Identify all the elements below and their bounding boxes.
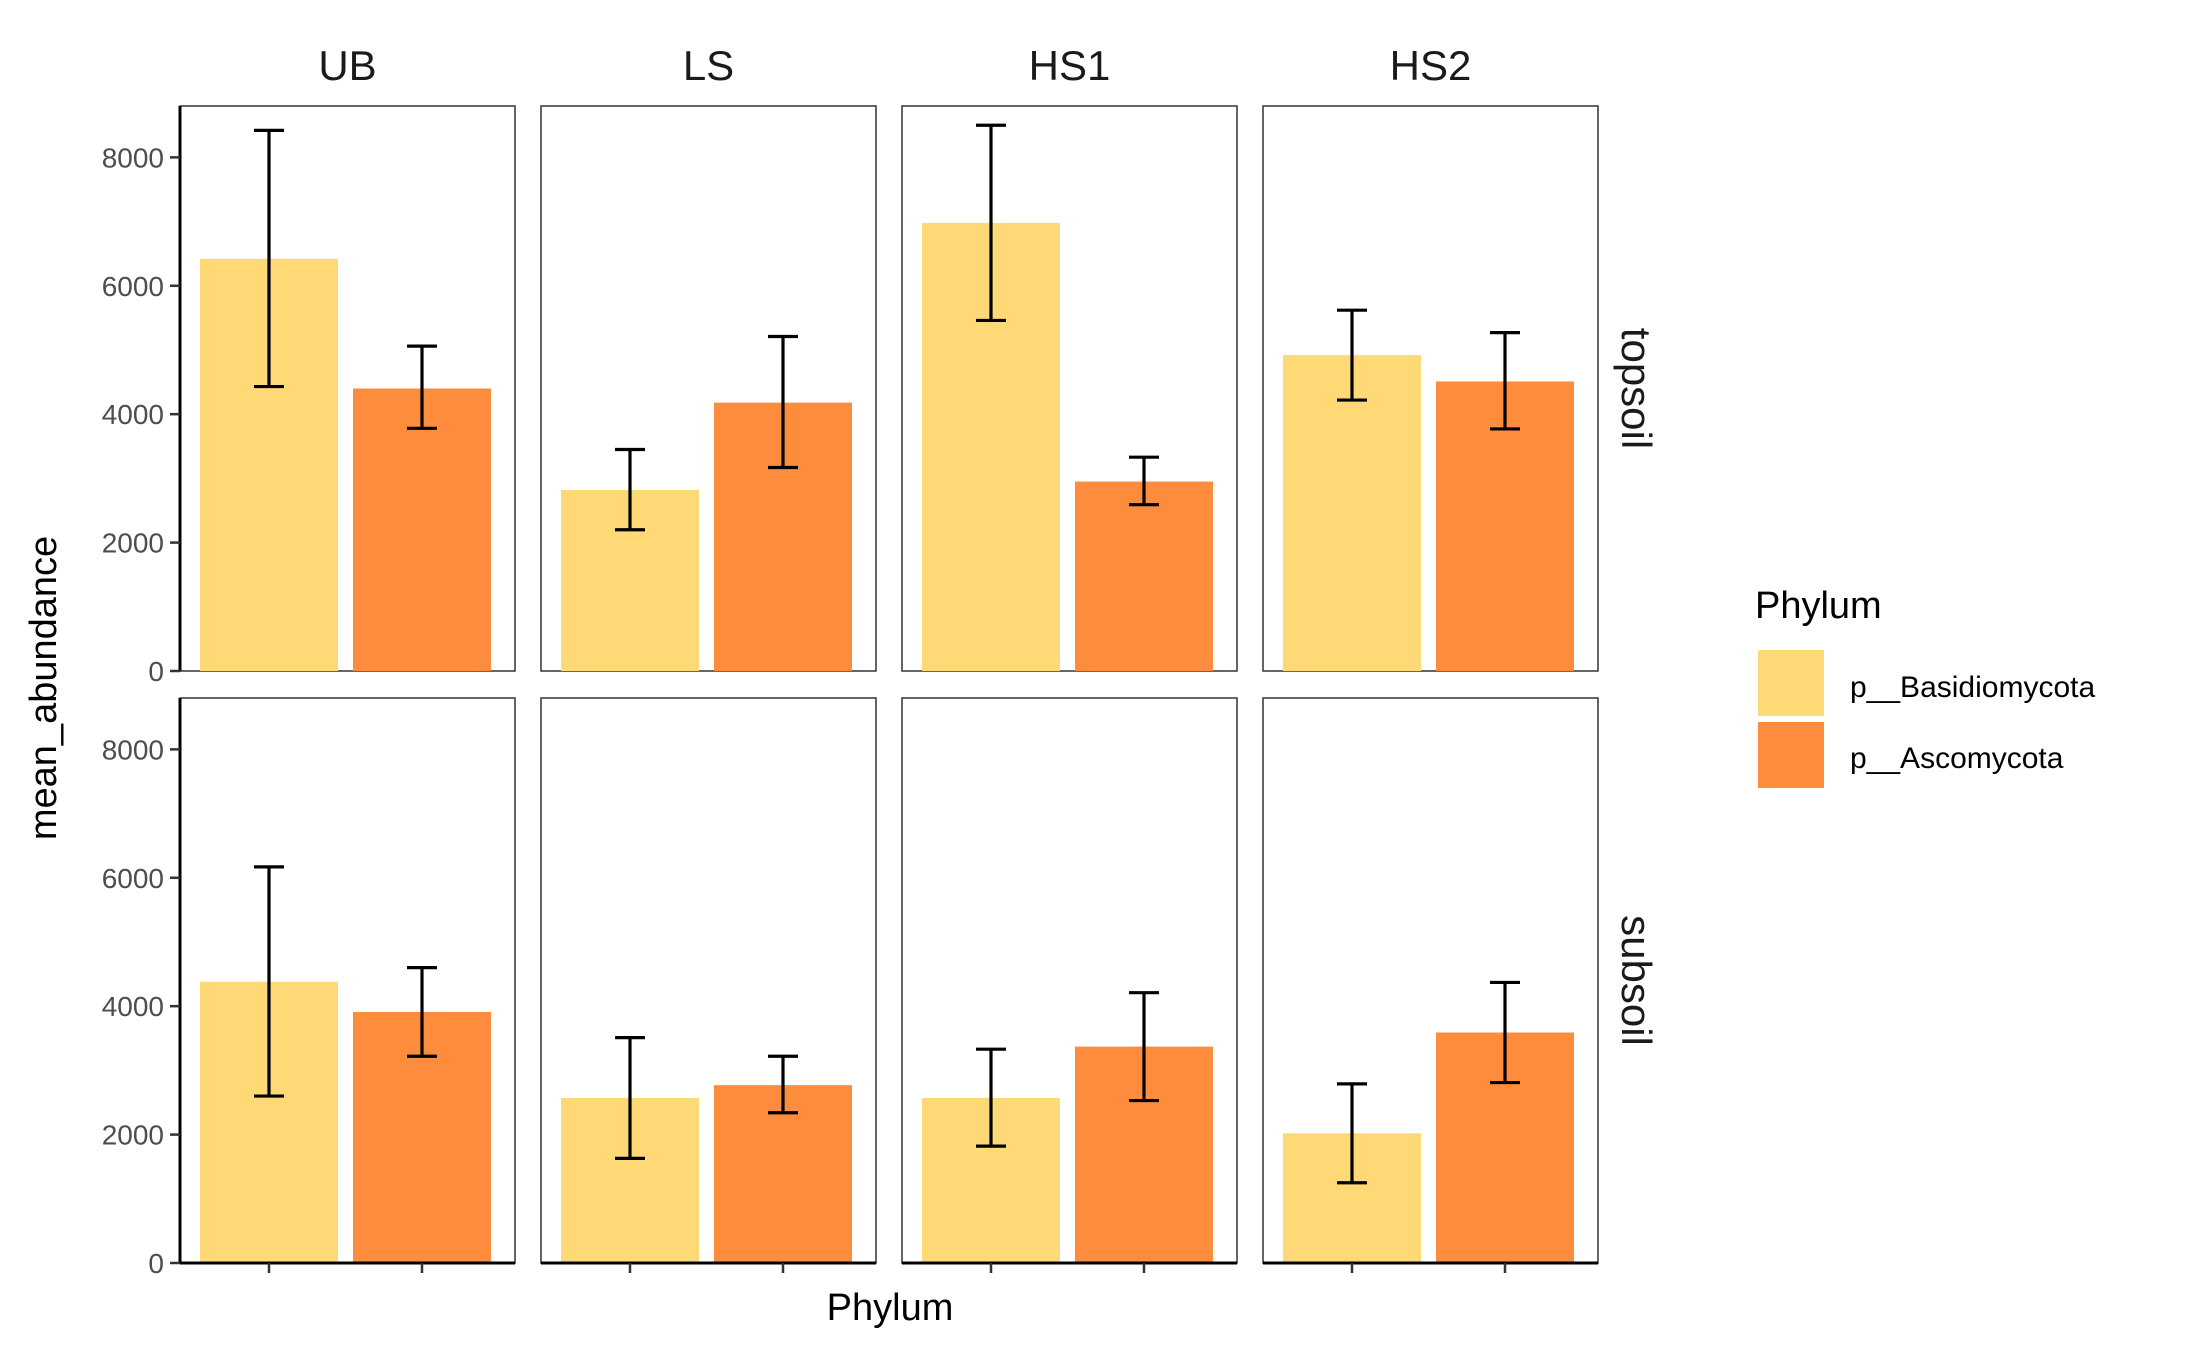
bar-p-ascomycota [1075, 481, 1213, 671]
bar-p-ascomycota [353, 388, 491, 671]
legend-label-basidiomycota: p__Basidiomycota [1850, 671, 2095, 704]
panel-topsoil-ls [540, 105, 877, 672]
bar-p-basidiomycota [1283, 355, 1421, 671]
strip-label-ub: UB [318, 42, 376, 89]
strip-label-hs1: HS1 [1029, 42, 1111, 89]
panel-topsoil-ub [179, 105, 516, 672]
legend-swatch-ascomycota [1758, 722, 1824, 788]
panel-subsoil-ls [540, 697, 877, 1264]
panel-subsoil-ub [179, 697, 516, 1264]
y-axis-title: mean_abundance [23, 536, 65, 840]
strip-label-hs2: HS2 [1390, 42, 1472, 89]
strip-label-subsoil: subsoil [1613, 915, 1660, 1046]
y-tick-label: 2000 [102, 528, 164, 559]
y-tick-label: 4000 [102, 399, 164, 430]
y-tick-label: 8000 [102, 142, 164, 173]
facet-strip-labels: UB LS HS1 HS2 topsoil subsoil [318, 42, 1660, 1046]
bar-p-ascomycota [714, 1085, 852, 1263]
y-tick-label: 8000 [102, 734, 164, 765]
legend-title: Phylum [1755, 585, 1882, 627]
x-axis-title: Phylum [827, 1287, 954, 1329]
panel-topsoil-hs1 [901, 105, 1238, 672]
y-tick-label: 0 [148, 656, 164, 687]
facet-panels [179, 105, 1599, 1264]
y-tick-label: 6000 [102, 271, 164, 302]
y-tick-label: 2000 [102, 1120, 164, 1151]
y-tick-label: 0 [148, 1248, 164, 1279]
legend-label-ascomycota: p__Ascomycota [1850, 742, 2064, 775]
strip-label-ls: LS [683, 42, 734, 89]
panel-subsoil-hs1 [901, 697, 1238, 1264]
axes: 0 2000 4000 6000 8000 0 2000 4000 6000 8000 [102, 106, 1598, 1279]
y-tick-label: 6000 [102, 863, 164, 894]
legend: Phylum p__Basidiomycota p__Ascomycota [1755, 585, 2095, 788]
strip-label-topsoil: topsoil [1613, 328, 1660, 449]
y-tick-label: 4000 [102, 991, 164, 1022]
legend-swatch-basidiomycota [1758, 650, 1824, 716]
panel-subsoil-hs2 [1262, 697, 1599, 1264]
panel-topsoil-hs2 [1262, 105, 1599, 672]
